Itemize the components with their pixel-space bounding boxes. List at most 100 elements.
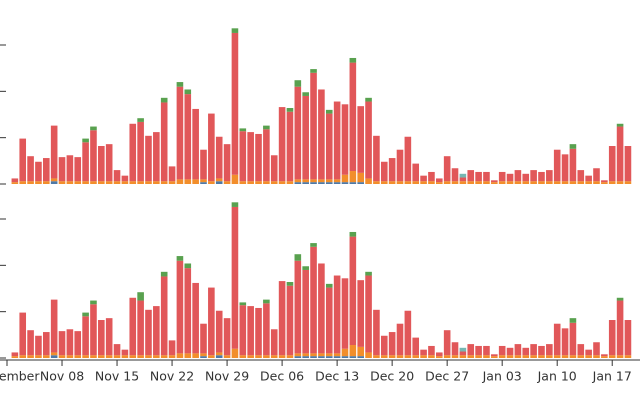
bar-segment (546, 344, 553, 356)
bar-segment (302, 356, 309, 358)
bar-segment (215, 352, 223, 356)
bar-segment (341, 348, 349, 357)
bar-segment (278, 107, 286, 182)
bar-segment (223, 355, 231, 358)
bar-segment (624, 146, 632, 182)
bar-segment (530, 181, 537, 184)
x-tick-label: Dec 20 (370, 369, 414, 384)
bar-segment (341, 174, 349, 183)
bar-segment (121, 355, 129, 358)
bar-segment (428, 355, 435, 358)
bar-segment (333, 275, 341, 354)
bar-segment (19, 355, 27, 358)
bar-segment (428, 171, 435, 182)
bar-segment (459, 347, 467, 352)
bar-segment (192, 353, 199, 358)
bar-segment (498, 171, 506, 182)
bar-segment (467, 355, 475, 358)
bar-segment (365, 97, 372, 102)
bar-segment (357, 346, 364, 357)
bar-segment (160, 97, 168, 103)
bar-segment (357, 172, 364, 183)
bar-segment (176, 86, 184, 180)
bar-segment (27, 355, 34, 358)
bar-segment (239, 181, 247, 184)
bar-segment (325, 283, 333, 288)
bar-segment (310, 356, 317, 358)
bar-segment (302, 353, 309, 357)
bar-segment (569, 322, 577, 356)
bar-segment (200, 149, 207, 180)
bar-segment (176, 353, 184, 358)
bar-segment (538, 345, 545, 356)
bar-segment (286, 285, 294, 356)
x-tick-label: Jan 17 (592, 369, 632, 384)
bar-segment (105, 355, 113, 358)
bar-segment (160, 181, 168, 184)
x-tick-label: Nov 08 (40, 369, 84, 384)
bar-segment (153, 132, 160, 182)
bar-segment (404, 355, 412, 358)
bar-segment (601, 182, 608, 184)
bar-segment (137, 355, 144, 358)
bar-segment (255, 355, 262, 358)
bar-segment (43, 181, 50, 184)
bar-segment (98, 355, 105, 358)
bar-segment (270, 329, 278, 356)
bar-segment (302, 269, 309, 354)
bar-segment (145, 355, 152, 358)
bar-segment (184, 89, 192, 95)
bar-segment (310, 246, 317, 354)
bar-segment (420, 349, 427, 356)
bar-segment (593, 342, 600, 356)
bar-segment (365, 271, 372, 276)
bar-segment (349, 231, 357, 237)
x-tick-label: Dec 06 (260, 369, 304, 384)
bar-segment (428, 181, 435, 184)
bar-segment (569, 144, 577, 149)
bar-segment (443, 355, 451, 358)
bar-segment (113, 344, 121, 356)
bar-segment (310, 69, 317, 73)
bar-segment (286, 108, 294, 112)
bar-segment (593, 355, 600, 358)
bar-segment (231, 348, 239, 358)
bar-segment (396, 181, 404, 184)
bar-segment (278, 181, 286, 184)
bar-segment (467, 170, 475, 182)
bar-segment (530, 344, 537, 356)
bar-segment (113, 355, 121, 358)
bar-segment (153, 355, 160, 358)
bar-segment (325, 179, 333, 183)
bar-segment (616, 123, 624, 127)
bar-segment (90, 300, 97, 305)
bar-segment (325, 113, 333, 180)
bar-segment (514, 170, 522, 182)
bar-segment (318, 356, 325, 358)
bar-segment (318, 353, 325, 357)
bar-segment (373, 135, 380, 182)
bar-segment (412, 337, 420, 356)
bar-segment (286, 181, 294, 184)
bar-segment (160, 355, 168, 358)
bar-segment (145, 135, 152, 182)
bar-segment (263, 129, 270, 182)
bar-segment (601, 354, 608, 357)
bar-segment (443, 330, 451, 356)
bar-segment (168, 181, 176, 184)
bar-segment (475, 345, 482, 356)
bar-segment (380, 335, 388, 356)
bar-segment (247, 306, 254, 356)
bar-segment (530, 355, 537, 358)
bar-segment (27, 330, 34, 356)
bar-segment (168, 340, 176, 356)
x-tick-label: Dec 27 (425, 369, 469, 384)
bar-segment (451, 342, 459, 356)
bar-segment (278, 281, 286, 356)
bar-segment (208, 113, 215, 182)
bar-segment (412, 181, 420, 184)
bar-segment (388, 355, 396, 358)
bar-segment (239, 302, 247, 306)
bar-segment (200, 323, 207, 354)
bar-segment (388, 332, 396, 356)
